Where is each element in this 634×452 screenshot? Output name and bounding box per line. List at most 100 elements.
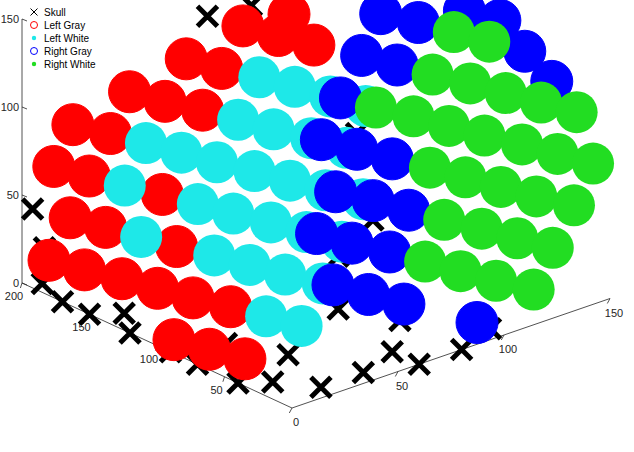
point [197,6,217,26]
point [513,269,555,311]
point [80,304,100,324]
z-tick [22,195,27,197]
point [556,91,598,133]
point [53,292,73,312]
point [217,99,259,141]
y-tick [223,377,225,382]
legend: Skull Left Gray Left White Right Gray Right … [31,7,97,70]
point [388,189,430,231]
legend-marker [32,62,36,66]
point [141,173,183,215]
x-tick-label: 50 [396,380,408,392]
point [89,113,131,155]
series [355,11,614,310]
legend-label: Skull [44,7,66,18]
point [293,24,335,66]
series [28,0,335,380]
x-tick [607,299,610,304]
point [496,217,538,259]
data [23,0,614,397]
z-axis [22,19,23,283]
point [193,234,235,276]
point [537,133,579,175]
legend-marker [31,48,38,55]
point [423,199,465,241]
point [409,354,429,374]
point [520,82,562,124]
point [371,138,413,180]
point [196,141,238,183]
point [85,206,127,248]
point [281,305,323,347]
point [468,21,510,63]
point [234,150,276,192]
point [264,254,306,296]
legend-marker [31,9,38,16]
x-tick-label: 0 [293,416,299,428]
point [331,222,373,264]
y-tick-label: 200 [5,290,23,302]
point [201,47,243,89]
legend-label: Right White [44,59,96,70]
point [172,277,214,319]
point [104,165,146,207]
point [480,166,522,208]
point [144,80,186,122]
point [269,160,311,202]
point [114,303,134,323]
point [125,122,167,164]
point [263,372,283,392]
x-tick-label: 150 [605,307,623,319]
series [23,0,501,397]
point [393,95,435,137]
background [0,0,634,452]
point [182,89,224,131]
point [428,105,470,147]
point [397,2,439,44]
point [212,193,254,235]
point [23,199,43,219]
point [572,143,614,185]
point [353,363,373,383]
legend-label: Right Gray [44,46,92,57]
axes: 05010015050100150200050100150 [1,13,624,428]
point [253,108,295,150]
point [485,72,527,114]
point [532,227,574,269]
point [120,323,140,343]
point [463,115,505,157]
point [376,44,418,86]
point [250,201,292,243]
point [433,11,475,53]
point [177,183,219,225]
point [311,377,331,397]
point [404,241,446,283]
point [238,56,280,98]
series [296,0,573,343]
point [160,132,202,174]
z-tick-label: 0 [13,277,19,289]
point [52,104,94,146]
legend-label: Left Gray [44,20,85,31]
legend-label: Left White [44,33,89,44]
point [156,226,198,268]
point [369,231,411,273]
point [383,283,425,325]
point [553,184,595,226]
x-tick [289,408,292,413]
point [319,77,361,119]
y-tick [20,283,22,288]
point [440,250,482,292]
series [104,56,387,347]
legend-marker [32,36,36,40]
point [274,66,316,108]
z-tick [22,19,27,21]
chart: 05010015050100150200050100150SkullLeft G… [0,0,634,452]
point [224,338,266,380]
x-axis [292,299,610,409]
x-tick [395,372,398,377]
point [449,62,491,104]
point [355,87,397,129]
point [63,249,105,291]
y-tick-label: 50 [210,384,222,396]
